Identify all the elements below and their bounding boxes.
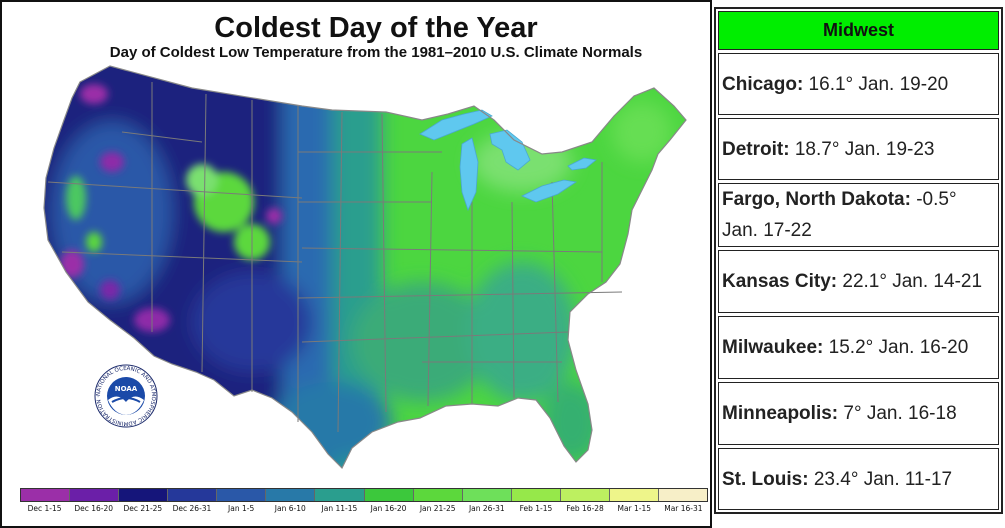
city-detail: 15.2° Jan. 16-20 — [823, 337, 969, 358]
midwest-table: Midwest Chicago: 16.1° Jan. 19-20 Detroi… — [714, 7, 1003, 514]
legend-swatch — [659, 489, 708, 501]
city-detail: 7° Jan. 16-18 — [838, 403, 957, 424]
legend-swatch — [364, 489, 414, 501]
legend-swatch — [315, 489, 365, 501]
city-name: Detroit: — [722, 138, 790, 160]
us-map — [43, 65, 687, 470]
legend-label: Jan 21-25 — [419, 504, 456, 513]
city-name: St. Louis: — [722, 468, 809, 490]
legend-label: Jan 1-5 — [228, 504, 255, 513]
legend-label: Mar 1-15 — [617, 504, 652, 513]
temperature-field — [44, 66, 686, 468]
city-detail: 22.1° Jan. 14-21 — [837, 271, 983, 292]
noaa-logo-text: NOAA — [115, 385, 138, 393]
climate-map-panel: Coldest Day of the Year Day of Coldest L… — [0, 0, 712, 528]
legend-swatch — [70, 489, 120, 501]
city-name: Milwaukee: — [722, 337, 824, 358]
map-subtitle: Day of Coldest Low Temperature from the … — [109, 44, 643, 61]
city-detail: 16.1° Jan. 19-20 — [803, 73, 949, 95]
table-row: Detroit: 18.7° Jan. 19-23 — [718, 118, 999, 180]
map-legend: Dec 1-15 Dec 16-20 Dec 21-25 Dec 26-31 Jan 1… — [20, 488, 708, 518]
legend-label: Dec 21-25 — [123, 504, 163, 513]
legend-swatch — [560, 489, 610, 501]
legend-swatch — [266, 489, 316, 501]
state-borders — [47, 82, 623, 433]
table-row: Milwaukee: 15.2° Jan. 16-20 — [718, 316, 999, 379]
legend-swatch — [511, 489, 561, 501]
table-header: Midwest — [718, 11, 999, 50]
legend-swatch — [119, 489, 169, 501]
legend-label: Feb 1-15 — [519, 504, 553, 513]
table-row: Fargo, North Dakota: -0.5° Jan. 17-22 — [718, 183, 999, 247]
city-name: Minneapolis: — [722, 403, 839, 424]
legend-label: Feb 16-28 — [566, 504, 604, 513]
noaa-logo: NATIONAL OCEANIC AND ATMOSPHERIC ADMINIS… — [94, 364, 158, 428]
city-detail: 23.4° Jan. 11-17 — [808, 468, 953, 490]
legend-label: Jan 11-15 — [321, 504, 358, 513]
legend-label: Jan 26-31 — [468, 504, 505, 513]
city-name: Kansas City: — [722, 271, 838, 292]
legend-label: Mar 16-31 — [664, 504, 703, 513]
city-name: Fargo, North Dakota: — [722, 189, 911, 210]
legend-label: Dec 1-15 — [27, 504, 62, 513]
legend-label: Dec 26-31 — [172, 504, 212, 513]
table-row: Chicago: 16.1° Jan. 19-20 — [718, 53, 999, 115]
table-row: Minneapolis: 7° Jan. 16-18 — [718, 382, 999, 445]
table-row: St. Louis: 23.4° Jan. 11-17 — [718, 448, 999, 510]
legend-swatch — [217, 489, 267, 501]
table-row: Kansas City: 22.1° Jan. 14-21 — [718, 250, 999, 313]
legend-labels: Dec 1-15 Dec 16-20 Dec 21-25 Dec 26-31 Jan 1… — [20, 504, 708, 513]
great-lakes — [419, 109, 597, 212]
city-detail: 18.7° Jan. 19-23 — [789, 138, 935, 160]
legend-swatches — [20, 488, 708, 502]
city-detail: -0.5° Jan. 17-22 — [722, 189, 957, 241]
legend-label: Jan 6-10 — [274, 504, 306, 513]
legend-swatch — [21, 489, 71, 501]
map-title: Coldest Day of the Year — [214, 12, 538, 44]
legend-swatch — [168, 489, 218, 501]
legend-swatch — [462, 489, 512, 501]
city-name: Chicago: — [722, 73, 804, 95]
legend-label: Dec 16-20 — [74, 504, 114, 513]
us-outline — [43, 65, 687, 470]
legend-swatch — [413, 489, 463, 501]
legend-label: Jan 16-20 — [370, 504, 407, 513]
legend-swatch — [609, 489, 660, 501]
